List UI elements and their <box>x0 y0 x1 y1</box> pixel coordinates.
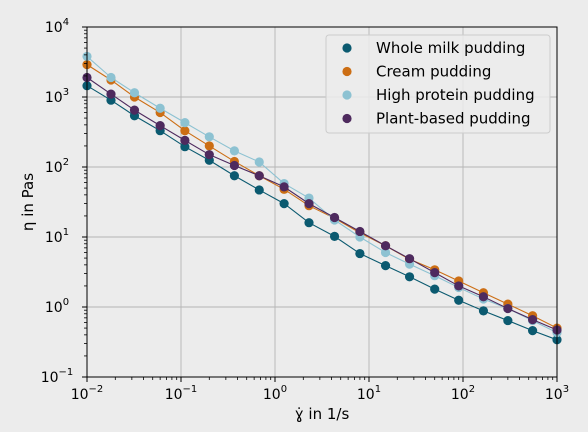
series-4 <box>82 72 562 335</box>
data-point <box>478 306 489 316</box>
data-point <box>180 118 190 128</box>
data-series <box>82 51 562 345</box>
data-point <box>180 135 190 145</box>
legend-label: High protein pudding <box>376 86 535 104</box>
data-point <box>380 241 391 251</box>
data-point <box>204 141 214 151</box>
data-point <box>527 326 538 336</box>
y-tick-label: 101 <box>45 227 69 246</box>
data-point <box>454 295 464 305</box>
data-point <box>155 103 165 113</box>
data-point <box>430 268 440 278</box>
data-point <box>503 315 513 326</box>
x-tick-label: 100 <box>263 384 287 403</box>
data-point <box>404 254 415 264</box>
data-point <box>355 248 365 259</box>
data-point <box>155 121 165 131</box>
y-tick-label: 102 <box>45 157 69 176</box>
x-tick-label: 103 <box>545 384 569 403</box>
data-point <box>180 126 190 136</box>
x-tick-label: 10−1 <box>165 384 198 403</box>
data-point <box>204 132 214 142</box>
data-point <box>478 292 489 302</box>
y-tick-label: 100 <box>45 297 69 316</box>
data-point <box>380 247 391 258</box>
data-point <box>204 150 214 160</box>
data-point <box>279 182 289 192</box>
y-tick-label: 10−1 <box>41 367 74 386</box>
data-point <box>279 199 289 209</box>
data-point <box>106 89 116 99</box>
data-point <box>503 303 513 314</box>
data-point <box>254 157 264 167</box>
y-tick-label: 104 <box>45 17 69 36</box>
data-point <box>229 160 240 171</box>
legend-label: Plant-based pudding <box>376 110 531 128</box>
data-point <box>329 212 340 223</box>
data-point <box>180 142 190 152</box>
legend-label: Cream pudding <box>376 63 491 81</box>
plot-frame <box>86 26 558 378</box>
legend-marker <box>342 66 352 77</box>
data-point <box>254 185 264 195</box>
x-tick-label: 10−2 <box>71 384 104 403</box>
legend-box <box>325 34 551 134</box>
data-point <box>106 72 116 83</box>
x-tick-label: 101 <box>357 384 381 403</box>
data-point <box>527 315 538 325</box>
data-point <box>304 218 314 228</box>
y-axis-label: η in Pas <box>19 173 37 231</box>
data-point <box>254 171 264 181</box>
data-point <box>355 226 365 237</box>
legend-marker <box>342 113 352 124</box>
x-axis-label: ɣ̇ in 1/s <box>295 405 350 423</box>
x-tick-label: 102 <box>451 384 475 403</box>
data-point <box>229 146 240 156</box>
legend-marker <box>342 43 352 53</box>
data-point <box>129 88 140 98</box>
data-point <box>430 284 440 294</box>
legend-marker <box>342 90 352 100</box>
data-point <box>329 231 340 241</box>
data-point <box>454 281 464 291</box>
legend: Whole milk pudding Cream pudding High prot… <box>325 34 551 134</box>
data-point <box>380 261 391 271</box>
data-point <box>129 105 140 115</box>
legend-label: Whole milk pudding <box>376 39 525 57</box>
y-tick-label: 103 <box>45 87 69 106</box>
data-point <box>404 272 415 282</box>
data-point <box>229 171 240 181</box>
data-point <box>304 199 314 209</box>
